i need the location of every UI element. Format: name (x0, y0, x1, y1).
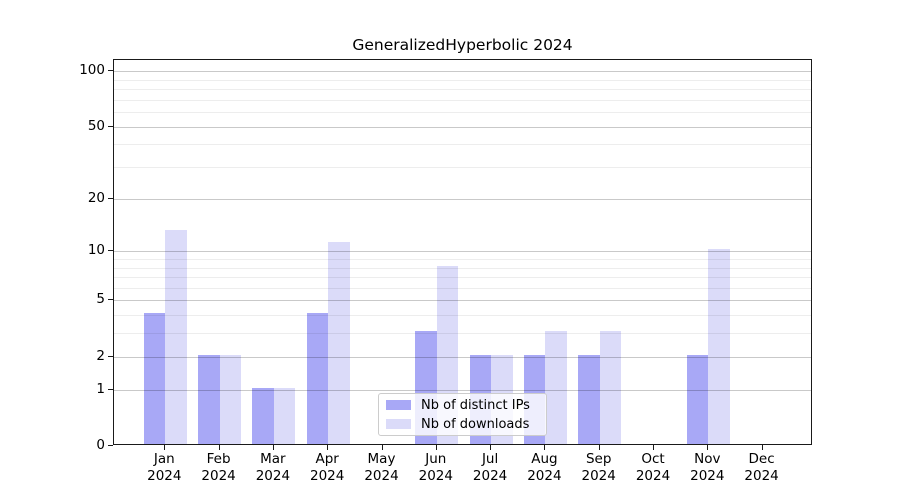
minor-gridline (114, 79, 811, 81)
y-axis-label: 2 (96, 347, 105, 364)
minor-gridline (114, 267, 811, 269)
bar-downloads (328, 242, 350, 444)
y-axis-tick (108, 445, 113, 446)
x-axis-tick (435, 445, 437, 450)
minor-gridline (114, 315, 811, 317)
y-axis-tick (108, 197, 113, 199)
y-axis-label: 20 (87, 189, 105, 206)
x-axis-label: Jan 2024 (147, 451, 182, 484)
major-gridline (114, 126, 811, 128)
minor-gridline (114, 287, 811, 289)
x-axis-tick (761, 445, 763, 450)
bar-downloads (165, 229, 187, 444)
bar-downloads (708, 249, 730, 444)
bar-downloads (545, 331, 567, 444)
major-gridline (114, 71, 811, 72)
legend-label-distinct-ips: Nb of distinct IPs (421, 397, 530, 413)
minor-gridline (114, 144, 811, 146)
minor-gridline (114, 277, 811, 278)
minor-gridline (114, 112, 811, 113)
x-axis-label: Feb 2024 (201, 451, 236, 484)
bar-distinct-ips (306, 313, 329, 444)
bar-distinct-ips (578, 354, 600, 444)
bar-distinct-ips (252, 387, 274, 444)
y-axis-label: 1 (96, 380, 105, 397)
x-axis-tick (598, 445, 600, 450)
plot-area: Nb of distinct IPs Nb of downloads (113, 59, 812, 445)
major-gridline (114, 198, 811, 200)
bar-downloads (599, 331, 622, 444)
bar-distinct-ips (143, 313, 166, 444)
bar-distinct-ips (198, 354, 220, 444)
y-axis-label: 50 (87, 117, 105, 134)
legend-item-downloads: Nb of downloads (386, 417, 539, 432)
chart-title: GeneralizedHyperbolic 2024 (352, 36, 573, 54)
x-axis-tick (164, 445, 166, 450)
x-axis-label: Mar 2024 (255, 451, 291, 484)
x-axis-label: May 2024 (364, 451, 399, 484)
x-axis-label: Aug 2024 (527, 451, 562, 484)
y-axis-label: 5 (96, 291, 105, 308)
x-axis-tick (490, 445, 492, 450)
x-axis-label: Oct 2024 (635, 451, 671, 484)
x-axis-tick (707, 445, 709, 450)
legend: Nb of distinct IPs Nb of downloads (378, 393, 547, 436)
x-axis-label: Dec 2024 (744, 451, 779, 484)
x-axis-label: Apr 2024 (310, 451, 345, 484)
x-axis-label: Sep 2024 (581, 451, 616, 484)
major-gridline (114, 389, 811, 391)
bar-downloads (219, 354, 242, 444)
x-axis-tick (218, 445, 220, 450)
y-axis-tick (108, 388, 113, 390)
x-axis-tick (272, 445, 274, 450)
legend-item-distinct-ips: Nb of distinct IPs (386, 398, 539, 413)
y-axis-tick (108, 250, 113, 252)
legend-swatch-downloads (386, 419, 411, 429)
legend-swatch-distinct-ips (386, 400, 411, 410)
minor-gridline (114, 88, 811, 90)
major-gridline (114, 251, 811, 253)
x-axis-tick (327, 445, 329, 450)
y-axis-label: 10 (87, 242, 105, 259)
bar-distinct-ips (686, 354, 709, 444)
major-gridline (114, 356, 811, 358)
y-axis-label: 100 (79, 62, 105, 78)
legend-label-downloads: Nb of downloads (421, 416, 530, 432)
minor-gridline (114, 333, 811, 335)
bar-downloads (273, 387, 296, 444)
y-axis-tick (108, 355, 113, 357)
y-axis-tick (108, 299, 113, 301)
x-axis-label: Jul 2024 (472, 451, 508, 484)
x-axis-label: Nov 2024 (690, 451, 725, 484)
x-axis-tick (544, 445, 546, 450)
minor-gridline (114, 258, 811, 260)
y-axis-label: 0 (96, 437, 105, 453)
y-axis-tick (108, 70, 113, 71)
minor-gridline (114, 99, 811, 101)
x-axis-tick (653, 445, 654, 450)
x-axis-tick (381, 445, 383, 450)
y-axis-tick (108, 125, 113, 127)
x-axis-label: Jun 2024 (418, 451, 453, 484)
major-gridline (114, 300, 811, 302)
minor-gridline (114, 167, 811, 168)
